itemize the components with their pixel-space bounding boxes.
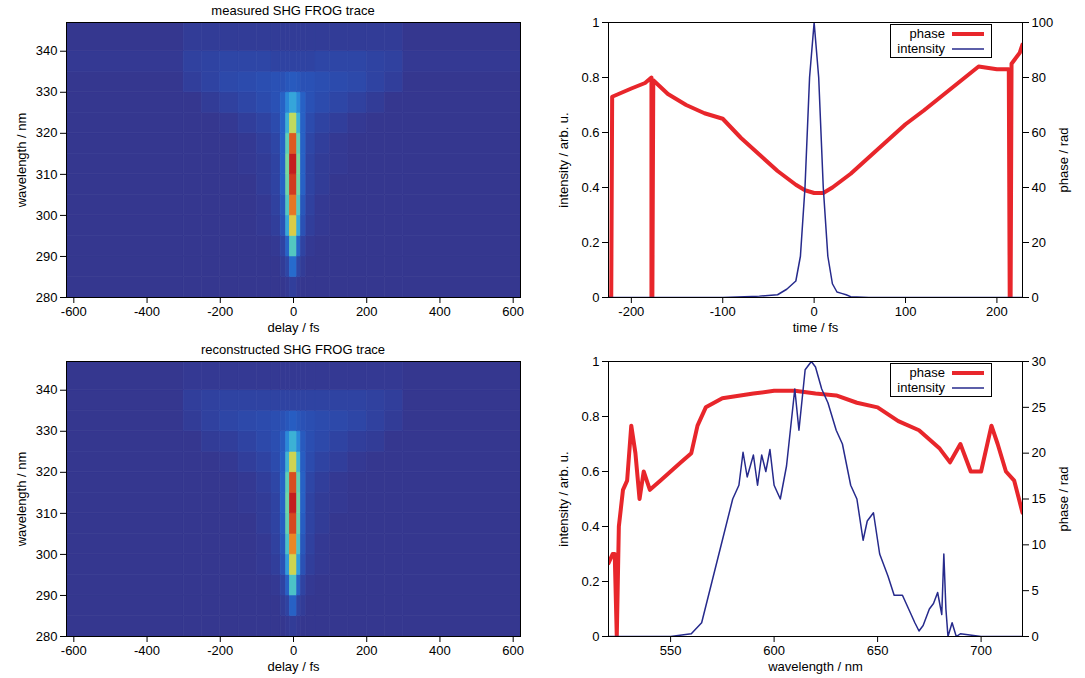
svg-text:0.4: 0.4 bbox=[581, 519, 599, 534]
svg-text:25: 25 bbox=[1032, 399, 1046, 414]
svg-text:-200: -200 bbox=[207, 643, 233, 658]
svg-text:phase / rad: phase / rad bbox=[1056, 127, 1071, 192]
svg-text:200: 200 bbox=[986, 304, 1008, 319]
svg-text:320: 320 bbox=[36, 125, 58, 140]
svg-text:intensity / arb. u.: intensity / arb. u. bbox=[556, 112, 571, 207]
svg-text:300: 300 bbox=[36, 208, 58, 223]
svg-text:-400: -400 bbox=[134, 304, 160, 319]
svg-text:0.8: 0.8 bbox=[581, 70, 599, 85]
svg-text:290: 290 bbox=[36, 249, 58, 264]
svg-text:0.6: 0.6 bbox=[581, 464, 599, 479]
svg-text:5: 5 bbox=[1032, 583, 1039, 598]
svg-text:80: 80 bbox=[1032, 70, 1046, 85]
html-text:measured SHG FROG trace: measured SHG FROG trace bbox=[211, 3, 375, 18]
svg-text:15: 15 bbox=[1032, 491, 1046, 506]
svg-text:1: 1 bbox=[592, 354, 599, 369]
svg-text:0: 0 bbox=[592, 290, 599, 305]
svg-text:-400: -400 bbox=[134, 643, 160, 658]
svg-text:310: 310 bbox=[36, 167, 58, 182]
svg-text:320: 320 bbox=[36, 464, 58, 479]
svg-text:0: 0 bbox=[1032, 290, 1039, 305]
svg-text:0.8: 0.8 bbox=[581, 409, 599, 424]
svg-text:400: 400 bbox=[429, 643, 451, 658]
svg-text:0.4: 0.4 bbox=[581, 180, 599, 195]
svg-text:290: 290 bbox=[36, 588, 58, 603]
svg-text:0: 0 bbox=[290, 643, 297, 658]
svg-text:10: 10 bbox=[1032, 537, 1046, 552]
svg-text:0: 0 bbox=[1032, 629, 1039, 644]
svg-text:20: 20 bbox=[1032, 235, 1046, 250]
svg-text:600: 600 bbox=[763, 643, 785, 658]
html-text:intensity: intensity bbox=[897, 380, 945, 395]
svg-text:700: 700 bbox=[970, 643, 992, 658]
svg-text:1: 1 bbox=[592, 15, 599, 30]
svg-text:600: 600 bbox=[502, 304, 524, 319]
svg-text:intensity / arb. u.: intensity / arb. u. bbox=[556, 451, 571, 546]
svg-text:delay / fs: delay / fs bbox=[267, 320, 320, 335]
svg-text:0: 0 bbox=[811, 304, 818, 319]
svg-text:0.2: 0.2 bbox=[581, 574, 599, 589]
svg-text:300: 300 bbox=[36, 547, 58, 562]
svg-text:-200: -200 bbox=[618, 304, 644, 319]
svg-text:550: 550 bbox=[660, 643, 682, 658]
svg-text:60: 60 bbox=[1032, 125, 1046, 140]
html-text:intensity: intensity bbox=[897, 41, 945, 56]
html-text:phase: phase bbox=[909, 365, 945, 380]
svg-text:280: 280 bbox=[36, 629, 58, 644]
svg-text:-100: -100 bbox=[710, 304, 736, 319]
svg-text:280: 280 bbox=[36, 290, 58, 305]
svg-text:wavelength / nm: wavelength / nm bbox=[767, 659, 863, 674]
svg-text:330: 330 bbox=[36, 84, 58, 99]
svg-text:340: 340 bbox=[36, 382, 58, 397]
svg-text:delay / fs: delay / fs bbox=[267, 659, 320, 674]
html-text:reconstructed SHG FROG trace: reconstructed SHG FROG trace bbox=[200, 342, 386, 357]
svg-text:330: 330 bbox=[36, 423, 58, 438]
svg-text:wavelength / nm: wavelength / nm bbox=[14, 452, 29, 548]
svg-text:0.2: 0.2 bbox=[581, 235, 599, 250]
svg-text:wavelength / nm: wavelength / nm bbox=[14, 113, 29, 209]
svg-text:20: 20 bbox=[1032, 445, 1046, 460]
svg-text:200: 200 bbox=[356, 304, 378, 319]
svg-text:650: 650 bbox=[867, 643, 889, 658]
svg-text:100: 100 bbox=[1032, 15, 1054, 30]
svg-text:40: 40 bbox=[1032, 180, 1046, 195]
svg-text:400: 400 bbox=[429, 304, 451, 319]
svg-text:0: 0 bbox=[592, 629, 599, 644]
svg-text:-600: -600 bbox=[61, 304, 87, 319]
svg-text:100: 100 bbox=[895, 304, 917, 319]
svg-text:time / fs: time / fs bbox=[793, 320, 839, 335]
html-text:phase: phase bbox=[909, 26, 945, 41]
svg-text:310: 310 bbox=[36, 506, 58, 521]
svg-text:30: 30 bbox=[1032, 354, 1046, 369]
svg-text:-200: -200 bbox=[207, 304, 233, 319]
svg-text:0.6: 0.6 bbox=[581, 125, 599, 140]
svg-text:340: 340 bbox=[36, 43, 58, 58]
svg-text:phase / rad: phase / rad bbox=[1056, 466, 1071, 531]
svg-text:200: 200 bbox=[356, 643, 378, 658]
svg-text:0: 0 bbox=[290, 304, 297, 319]
svg-text:-600: -600 bbox=[61, 643, 87, 658]
svg-text:600: 600 bbox=[502, 643, 524, 658]
